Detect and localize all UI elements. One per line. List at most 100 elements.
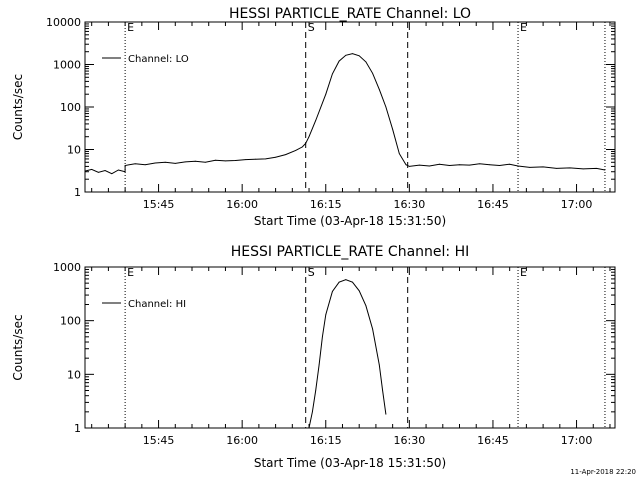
chart-title: HESSI PARTICLE_RATE Channel: HI [231,244,469,260]
data-point [439,163,440,165]
marker-label: S [308,21,315,34]
x-tick-label: 15:45 [143,198,175,211]
y-tick-label: 1000 [53,261,81,274]
data-point [542,166,544,168]
y-axis-label: Counts/sec [11,314,25,380]
x-tick-label: 17:00 [561,198,593,211]
x-tick-label: 16:15 [310,198,342,211]
data-point [235,160,236,161]
data-point [378,89,380,90]
data-point [345,279,347,281]
data-point [205,161,206,163]
data-point [345,54,347,56]
y-tick-label: 100 [60,101,81,114]
data-point [325,314,327,315]
x-tick-label: 17:00 [561,434,593,447]
data-point [265,158,266,160]
x-tick-label: 16:00 [226,198,258,211]
y-tick-label: 10 [67,368,81,381]
marker-label: E [127,21,134,34]
marker-label: S [308,266,315,279]
data-point [338,60,340,62]
data-point [332,73,333,75]
data-point [144,164,146,166]
data-point [459,164,460,166]
plot-frame [84,266,616,429]
data-point [275,156,276,158]
data-point [392,128,393,130]
data-point [332,291,333,292]
data-point [382,390,383,391]
data-point [372,328,373,330]
data-point [385,106,387,108]
data-point [582,168,584,170]
data-point [318,364,320,366]
data-point [358,290,360,292]
data-point [305,142,307,144]
data-point [596,168,597,169]
data-point [419,164,420,166]
data-point [372,72,373,74]
data-point [134,163,136,165]
data-point [215,159,216,161]
y-tick-label: 100 [60,315,81,328]
data-point [529,167,531,168]
x-tick-label: 16:45 [477,434,509,447]
data-point [315,390,317,391]
x-axis-label: Start Time (03-Apr-18 15:31:50) [254,214,446,228]
data-point [509,163,511,165]
data-point [429,165,430,167]
data-point [84,170,86,172]
data-point [405,164,407,166]
data-point [104,170,106,171]
data-point [352,53,353,55]
data-point [378,364,380,366]
data-point [358,55,360,57]
data-point [245,159,246,161]
x-tick-label: 16:30 [394,198,426,211]
x-tick-label: 15:45 [143,434,175,447]
data-point [365,305,367,307]
y-axis-label: Counts/sec [11,74,25,140]
data-point [154,162,156,164]
data-point [164,161,166,163]
x-axis-label: Start Time (03-Apr-18 15:31:50) [254,456,446,470]
data-point [194,160,196,162]
data-point [118,169,119,171]
legend-label: Channel: LO [128,54,189,65]
x-tick-label: 16:15 [310,434,342,447]
y-tick-label: 1 [74,422,81,435]
data-point [98,171,99,173]
data-point [312,411,313,413]
data-point [517,165,519,167]
data-point [302,146,303,148]
footer-timestamp: 11-Apr-2018 22:20 [570,468,636,476]
data-point [295,150,297,151]
data-point [111,173,113,175]
data-point [124,171,126,173]
data-point [469,164,470,166]
data-point [225,160,226,162]
data-point [569,167,571,169]
data-point [449,165,450,166]
data-point [285,154,286,156]
data-point [409,166,410,167]
panel-lo: HESSI PARTICLE_RATE Channel: LO 15:45 16:0… [11,6,616,228]
data-series-line [84,53,606,175]
data-point [255,158,256,160]
data-point [499,165,500,166]
data-point [479,163,480,165]
panel-hi: HESSI PARTICLE_RATE Channel: HI 15:45 16:0… [11,244,616,470]
chart-title: HESSI PARTICLE_RATE Channel: LO [229,6,471,22]
data-point [308,136,310,138]
data-point [315,120,317,121]
marker-label: E [127,266,134,279]
plot-frame [84,21,616,193]
data-point [604,169,606,171]
marker-label: E [520,21,527,34]
legend-label: Channel: HI [128,299,186,310]
data-point [365,61,367,63]
marker-label: E [520,266,527,279]
data-series-line [308,279,387,429]
